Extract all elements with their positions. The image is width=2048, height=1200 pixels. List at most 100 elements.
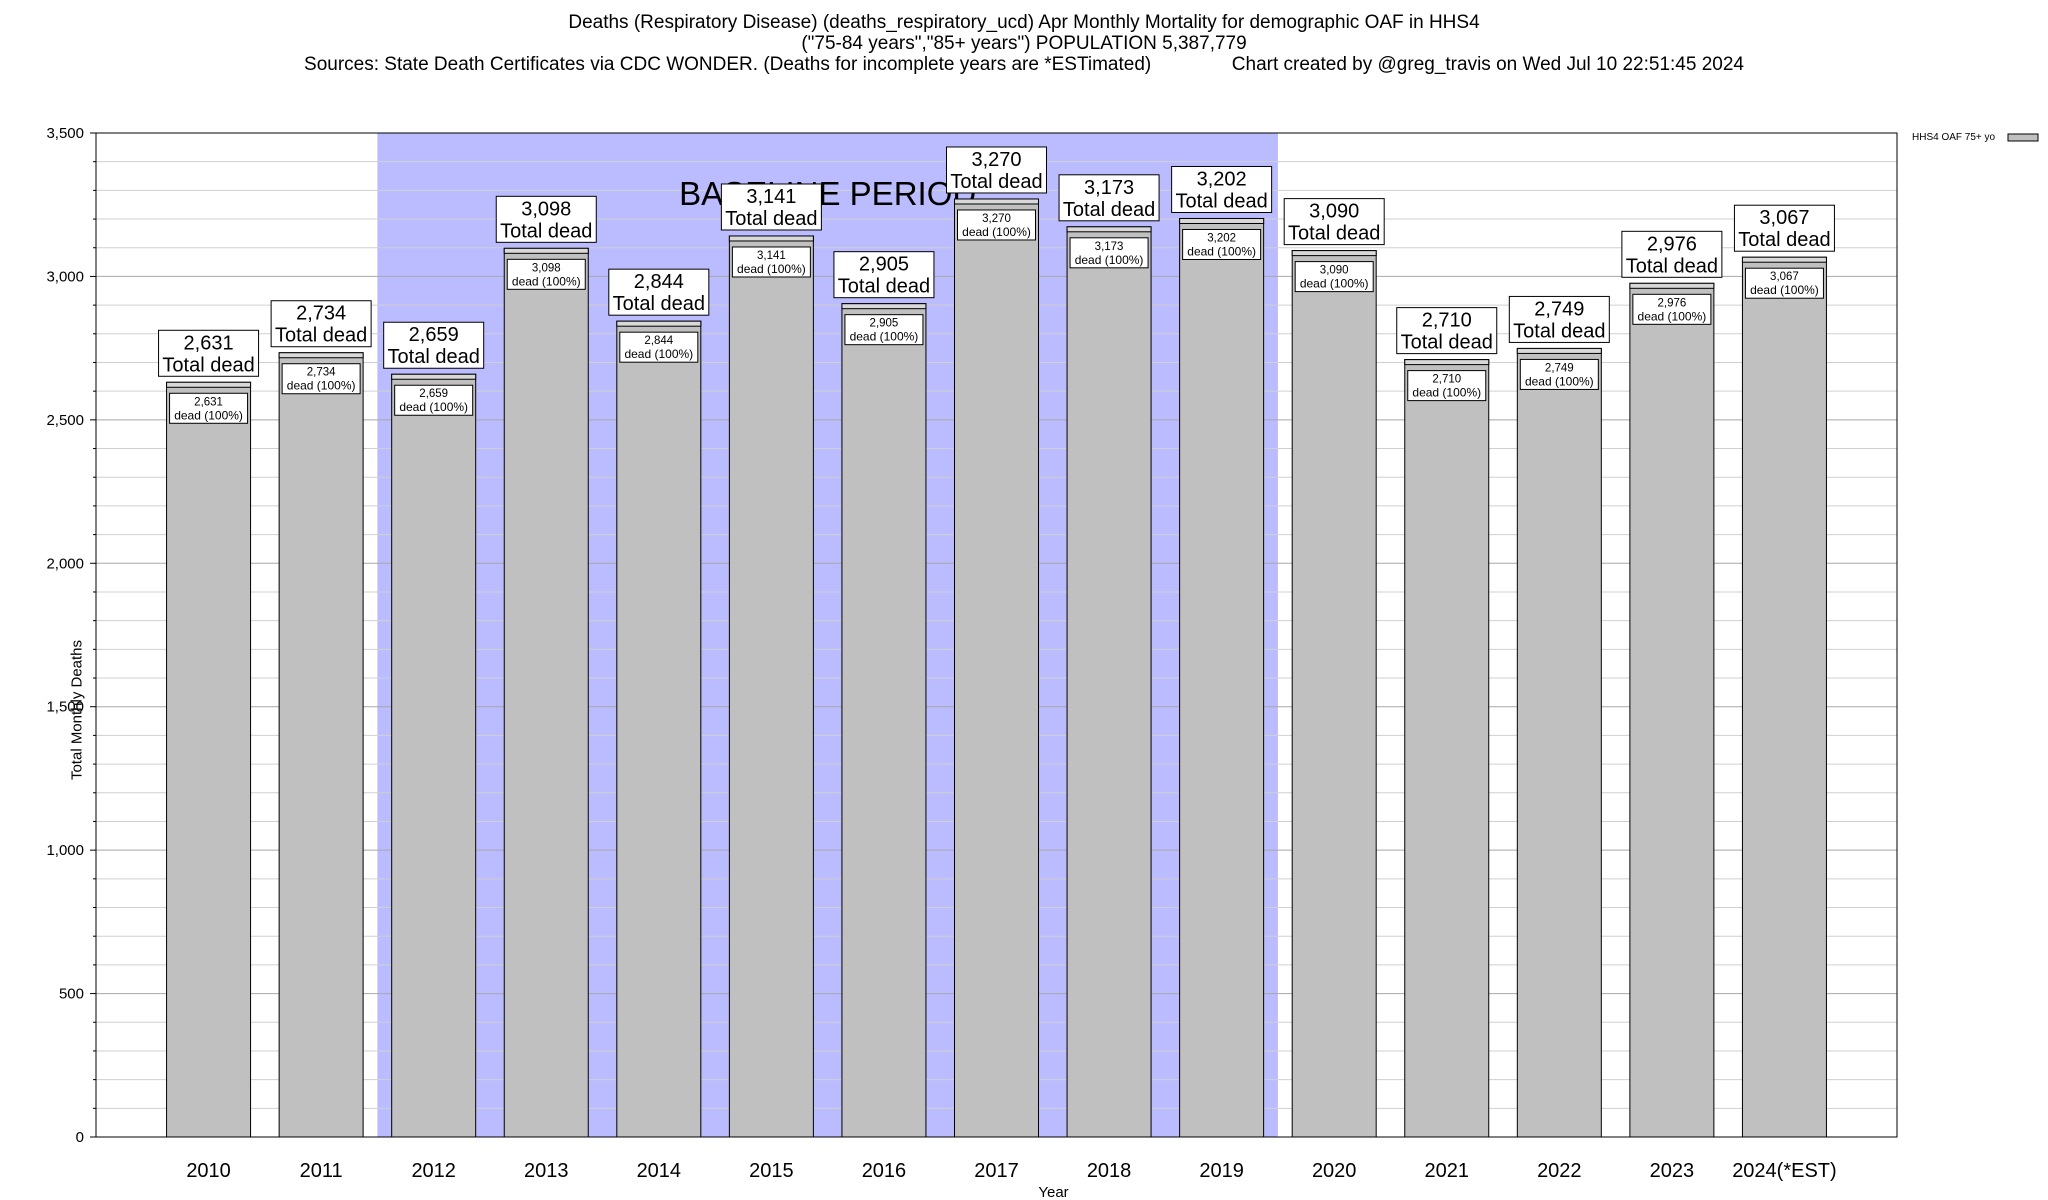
x-axis-label: Year	[1038, 1184, 1068, 1200]
inner-percent-label: dead (100%)	[399, 400, 468, 414]
bar-cap	[1291, 250, 1377, 257]
bar	[616, 320, 702, 1138]
inner-percent-label: dead (100%)	[174, 408, 243, 422]
total-value-label: 3,098	[521, 198, 571, 220]
inner-percent-label: dead (100%)	[850, 330, 919, 344]
bar	[1629, 282, 1715, 1138]
bar	[841, 303, 927, 1138]
bar-cap	[1516, 347, 1602, 354]
bar-cap	[841, 303, 927, 310]
chart-title-block: Deaths (Respiratory Disease) (deaths_res…	[0, 12, 2048, 75]
total-value-label: 3,141	[746, 186, 796, 208]
inner-value-label: 3,141	[757, 250, 786, 262]
bar-cap	[1179, 217, 1265, 224]
total-label-box	[1171, 165, 1273, 213]
total-text-label: Total dead	[613, 293, 705, 315]
bar	[728, 235, 814, 1138]
legend-entry-label: HHS4 OAF 75+ yo	[1912, 132, 1996, 143]
inner-label-box	[169, 392, 249, 424]
inner-value-label: 3,202	[1207, 232, 1236, 244]
total-value-label: 2,976	[1647, 233, 1697, 255]
total-text-label: Total dead	[725, 208, 817, 230]
y-tick-label: 1,500	[46, 699, 84, 716]
chart-credit: Chart created by @greg_travis on Wed Jul…	[1231, 54, 1744, 75]
y-tick-label: 2,500	[46, 412, 84, 429]
total-text-label: Total dead	[1175, 190, 1267, 212]
x-tick-label: 2021	[1425, 1160, 1470, 1182]
bar	[278, 352, 364, 1138]
total-text-label: Total dead	[1738, 229, 1830, 251]
inner-percent-label: dead (100%)	[737, 262, 806, 276]
bar	[954, 198, 1039, 1138]
inner-value-label: 2,734	[307, 367, 336, 379]
total-text-label: Total dead	[388, 346, 480, 368]
inner-label-box	[844, 314, 924, 346]
total-value-label: 2,905	[859, 254, 909, 276]
total-label-box	[495, 195, 597, 243]
total-text-label: Total dead	[275, 325, 367, 347]
inner-percent-label: dead (100%)	[1075, 253, 1144, 267]
total-text-label: Total dead	[1513, 320, 1605, 342]
inner-label-box	[957, 209, 1036, 241]
total-value-label: 3,173	[1084, 177, 1134, 199]
inner-label-box	[1294, 261, 1374, 293]
inner-value-label: 2,749	[1545, 362, 1574, 374]
x-tick-label: 2014	[637, 1160, 682, 1182]
inner-label-box	[1069, 237, 1149, 269]
inner-percent-label: dead (100%)	[1750, 283, 1819, 297]
total-text-label: Total dead	[162, 354, 254, 376]
total-value-label: 2,710	[1422, 310, 1472, 332]
inner-percent-label: dead (100%)	[512, 274, 581, 288]
inner-value-label: 2,905	[870, 318, 899, 330]
bar	[1179, 217, 1265, 1138]
total-label-box	[608, 268, 710, 316]
total-label-box	[833, 251, 935, 299]
inner-label-box	[394, 384, 474, 416]
total-label-box	[1508, 295, 1610, 343]
x-tick-label: 2018	[1087, 1160, 1132, 1182]
bar-cap	[728, 235, 814, 242]
x-tick-label: 2020	[1312, 1160, 1357, 1182]
inner-label-box	[1744, 267, 1824, 299]
bar-cap	[278, 352, 364, 359]
total-label-box	[1283, 198, 1385, 246]
bar	[1404, 359, 1490, 1138]
bar-cap	[1404, 359, 1490, 366]
chart-subtitle: ("75-84 years","85+ years") POPULATION 5…	[801, 33, 1247, 54]
chart-title: Deaths (Respiratory Disease) (deaths_res…	[568, 12, 1480, 33]
x-tick-label: 2023	[1650, 1160, 1695, 1182]
total-label-box	[1733, 204, 1835, 252]
y-tick-label: 500	[59, 986, 84, 1003]
x-tick-label: 2011	[300, 1160, 343, 1182]
bar	[391, 373, 477, 1138]
chart-sources-line: Sources: State Death Certificates via CD…	[0, 54, 2048, 75]
x-tick-label: 2024(*EST)	[1732, 1160, 1837, 1182]
bar-cap	[954, 198, 1039, 205]
inner-percent-label: dead (100%)	[1412, 386, 1481, 400]
inner-value-label: 3,090	[1320, 265, 1349, 277]
bar-cap	[1629, 282, 1715, 289]
total-text-label: Total dead	[1063, 199, 1155, 221]
total-value-label: 3,067	[1759, 207, 1809, 229]
y-tick-label: 3,000	[46, 268, 84, 285]
inner-label-box	[731, 246, 811, 278]
inner-percent-label: dead (100%)	[1187, 244, 1256, 258]
total-value-label: 2,734	[296, 303, 346, 325]
bar-cap	[391, 373, 477, 380]
inner-value-label: 3,173	[1095, 241, 1124, 253]
inner-label-box	[506, 258, 586, 290]
inner-percent-label: dead (100%)	[624, 347, 693, 361]
x-tick-label: 2013	[524, 1160, 569, 1182]
total-label-box	[946, 146, 1047, 194]
inner-value-label: 3,067	[1770, 271, 1799, 283]
x-tick-label: 2012	[411, 1160, 456, 1182]
chart-sources: Sources: State Death Certificates via CD…	[304, 54, 1152, 75]
bar	[1741, 256, 1827, 1138]
inner-value-label: 2,631	[194, 396, 223, 408]
inner-label-box	[619, 331, 699, 363]
inner-value-label: 2,659	[419, 388, 448, 400]
y-tick-label: 2,000	[46, 555, 84, 572]
total-label-box	[1621, 230, 1723, 278]
total-value-label: 2,844	[634, 271, 684, 293]
